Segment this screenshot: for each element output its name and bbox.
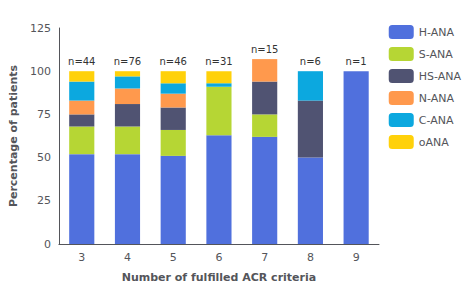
svg-text:N-ANA: N-ANA — [419, 92, 455, 105]
svg-text:n=6: n=6 — [300, 56, 321, 67]
svg-text:8: 8 — [307, 251, 314, 264]
svg-text:n=46: n=46 — [159, 56, 186, 67]
svg-text:0: 0 — [44, 238, 51, 251]
svg-text:25: 25 — [37, 194, 51, 207]
svg-text:7: 7 — [261, 251, 268, 264]
svg-text:H-ANA: H-ANA — [419, 26, 455, 39]
svg-text:4: 4 — [124, 251, 131, 264]
svg-text:9: 9 — [353, 251, 360, 264]
svg-text:n=31: n=31 — [205, 56, 232, 67]
svg-text:Percentage of patients: Percentage of patients — [7, 64, 20, 207]
svg-text:75: 75 — [37, 108, 51, 121]
svg-text:n=1: n=1 — [346, 56, 367, 67]
svg-text:3: 3 — [78, 251, 85, 264]
svg-text:n=76: n=76 — [114, 56, 141, 67]
svg-text:n=44: n=44 — [68, 56, 95, 67]
svg-text:oANA: oANA — [419, 136, 449, 149]
svg-text:n=15: n=15 — [251, 44, 278, 55]
svg-text:5: 5 — [170, 251, 177, 264]
svg-text:50: 50 — [37, 151, 51, 164]
svg-text:125: 125 — [30, 22, 51, 35]
svg-text:6: 6 — [215, 251, 222, 264]
svg-text:S-ANA: S-ANA — [419, 48, 453, 61]
svg-text:HS-ANA: HS-ANA — [419, 70, 462, 83]
svg-text:100: 100 — [30, 65, 51, 78]
svg-text:C-ANA: C-ANA — [419, 114, 454, 127]
svg-text:Number of fulfilled ACR criter: Number of fulfilled ACR criteria — [122, 271, 316, 284]
